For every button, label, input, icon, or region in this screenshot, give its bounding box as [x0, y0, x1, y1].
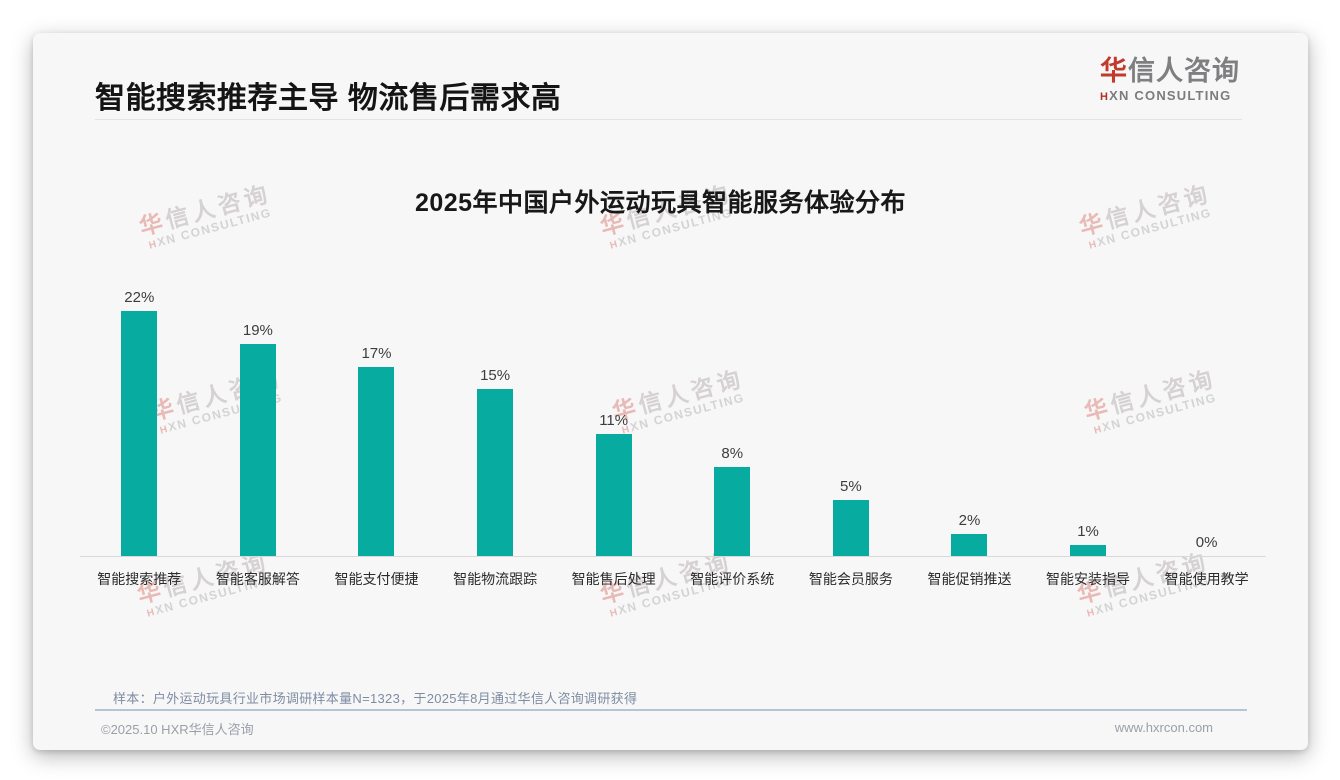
bar [239, 344, 276, 556]
header-divider [95, 119, 1242, 120]
bar [477, 388, 514, 556]
category-label: 智能搜索推荐 [97, 571, 182, 587]
bar [951, 533, 988, 556]
bar-column: 22% [80, 273, 199, 556]
bar-value-label: 5% [840, 478, 862, 496]
page-title: 智能搜索推荐主导 物流售后需求高 [95, 82, 562, 115]
category-label: 智能物流跟踪 [453, 571, 538, 587]
bar-column: 15% [436, 273, 555, 556]
chart-title: 2025年中国户外运动玩具智能服务体验分布 [414, 189, 907, 217]
bar-column: 2% [910, 273, 1029, 556]
bar-value-label: 1% [1077, 522, 1099, 540]
bar-column: 11% [554, 273, 673, 556]
bar [714, 466, 751, 556]
category-label: 智能评价系统 [690, 571, 775, 587]
bar [1070, 544, 1107, 556]
bar-value-label: 15% [480, 366, 511, 384]
bar [595, 433, 632, 556]
footer-divider [95, 709, 1247, 711]
bar [358, 366, 395, 556]
bar-value-label: 2% [958, 511, 981, 529]
logo-chinese-name: 华信人咨询 [1100, 56, 1240, 86]
bar-value-label: 8% [721, 444, 744, 462]
category-label: 智能促销推送 [927, 571, 1012, 587]
x-axis-labels: 智能搜索推荐 智能客服解答 智能支付便捷 智能物流跟踪 智能售后处理 智能评价系统 智能会员… [80, 569, 1266, 589]
category-label: 智能使用教学 [1164, 571, 1249, 587]
bar-column: 0% [1147, 273, 1266, 556]
category-label: 智能支付便捷 [334, 571, 419, 587]
bar-value-label: 11% [599, 411, 629, 429]
bar-column: 8% [673, 273, 792, 556]
company-logo: 华信人咨询 HXN CONSULTING [1100, 56, 1240, 103]
bar-column: 17% [317, 273, 436, 556]
copyright-text: ©2025.10 HXR华信人咨询 [101, 722, 254, 737]
bar-value-label: 0% [1195, 534, 1218, 551]
bar-value-label: 19% [242, 322, 273, 340]
bar-column: 5% [792, 273, 911, 556]
logo-english-name: HXN CONSULTING [1100, 87, 1232, 103]
sample-note: 样本：户外运动玩具行业市场调研样本量N=1323，于2025年8月通过华信人咨询… [113, 691, 638, 706]
category-label: 智能客服解答 [215, 571, 300, 587]
bar [832, 500, 869, 556]
slide-card: 华信人咨询 HXN CONSULTING 华信人咨询 HXN CONSULTIN… [33, 33, 1308, 750]
bar-value-label: 17% [361, 344, 392, 362]
bar [121, 311, 158, 556]
website-url: www.hxrcon.com [1114, 720, 1213, 735]
bar-column: 19% [199, 273, 318, 556]
bar-chart-plot: 22% 19% 17% 15% 11% 8% 5% 2% 1% 0% [80, 273, 1266, 556]
category-label: 智能安装指导 [1046, 571, 1131, 587]
category-label: 智能会员服务 [808, 571, 893, 587]
bar-column: 1% [1029, 273, 1148, 556]
x-axis-line [80, 556, 1266, 557]
category-label: 智能售后处理 [571, 571, 656, 587]
bar-value-label: 22% [124, 289, 155, 306]
